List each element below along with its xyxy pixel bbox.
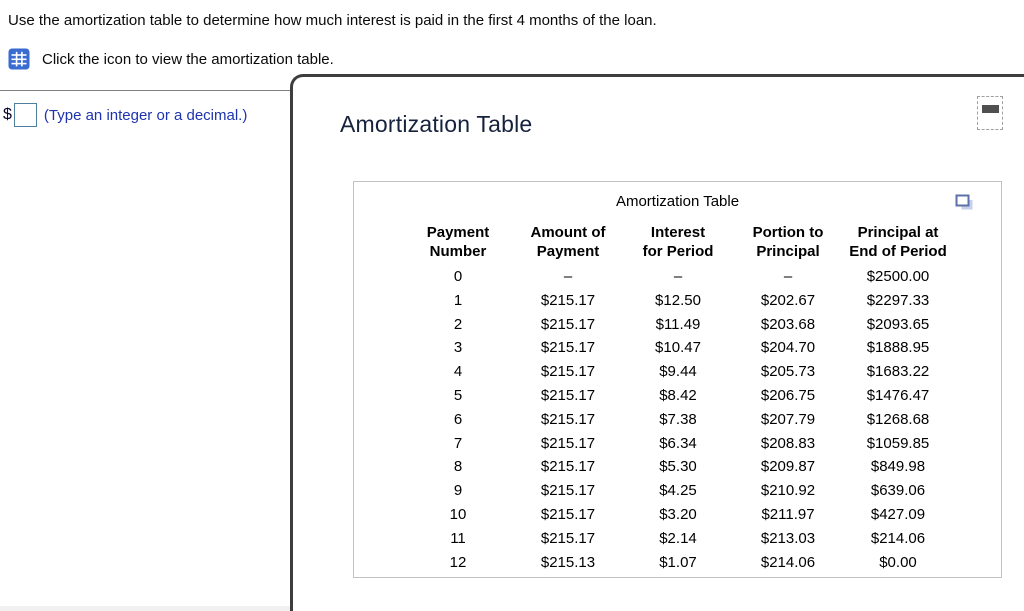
table-cell: $1888.95 (866, 339, 930, 357)
table-cell: $0.00 (879, 553, 917, 571)
table-cell: 8 (453, 458, 463, 476)
question-divider (0, 90, 292, 91)
table-cell: $12.50 (655, 291, 701, 309)
column-header-principal-at-end: Principal at End of Period (849, 224, 947, 260)
minus-icon (981, 105, 999, 113)
table-cell: $202.67 (760, 291, 816, 309)
icon-instruction-row: Click the icon to view the amortization … (8, 48, 334, 70)
table-cell: – (673, 268, 683, 285)
table-cell: $2.14 (659, 529, 697, 547)
table-cell: $215.17 (540, 410, 596, 428)
table-cell: $215.17 (540, 482, 596, 500)
table-cell: $215.17 (540, 315, 596, 333)
table-cell: $213.03 (760, 529, 816, 547)
table-cell: $427.09 (870, 505, 926, 523)
table-cell: $205.73 (760, 363, 816, 381)
table-cell: $215.17 (540, 363, 596, 381)
bottom-scroll-strip (0, 606, 290, 611)
table-cell: 2 (453, 315, 463, 333)
table-cell: 1 (453, 291, 463, 309)
amortization-table-box: Amortization Table Payment Number Amount … (353, 181, 1002, 578)
column-header-payment-number: Payment Number (426, 224, 490, 260)
table-cell: $1.07 (659, 553, 697, 571)
table-cell: 11 (450, 529, 466, 547)
amortization-table: Payment Number Amount of Payment Interest f… (403, 223, 953, 574)
table-cell: $204.70 (760, 339, 816, 357)
column-header-amount-of-payment: Amount of Payment (530, 224, 606, 260)
table-cell: 5 (453, 386, 463, 404)
table-cell: $215.17 (540, 505, 596, 523)
table-cell: $2500.00 (866, 268, 930, 285)
table-cell: $215.17 (540, 386, 596, 404)
table-cell: 0 (453, 268, 463, 285)
amortization-panel: Amortization Table Amortization Table Pa… (290, 74, 1024, 611)
table-cell: – (783, 268, 793, 285)
column-header-portion-to-principal: Portion to Principal (752, 224, 824, 260)
table-cell: $1683.22 (866, 363, 930, 381)
table-cell: $4.25 (659, 482, 697, 500)
table-grid-icon[interactable] (8, 48, 30, 70)
panel-title: Amortization Table (340, 111, 533, 137)
table-cell: $1268.68 (866, 410, 930, 428)
table-cell: $203.68 (760, 315, 816, 333)
table-cell: 9 (453, 482, 463, 500)
table-cell: $215.17 (540, 339, 596, 357)
table-cell: $11.49 (655, 315, 701, 333)
table-cell: 10 (449, 505, 467, 523)
open-in-new-window-icon[interactable] (955, 193, 975, 213)
table-cell: $209.87 (760, 458, 816, 476)
table-cell: $9.44 (659, 363, 697, 381)
table-cell: $10.47 (655, 339, 701, 357)
icon-instruction-text: Click the icon to view the amortization … (42, 50, 334, 68)
table-cell: $214.06 (760, 553, 816, 571)
table-cell: $1476.47 (866, 386, 930, 404)
table-title: Amortization Table (615, 193, 740, 210)
table-cell: $215.17 (540, 291, 596, 309)
table-cell: $849.98 (870, 458, 926, 476)
table-cell: $207.79 (760, 410, 816, 428)
table-cell: $1059.85 (866, 434, 930, 452)
table-cell: $211.97 (761, 505, 815, 523)
table-cell: $2093.65 (866, 315, 930, 333)
answer-row: $ (Type an integer or a decimal.) (3, 103, 247, 127)
table-cell: $206.75 (760, 386, 816, 404)
table-cell: – (563, 268, 573, 285)
question-prompt: Use the amortization table to determine … (8, 12, 657, 29)
table-cell: 6 (453, 410, 463, 428)
answer-input[interactable] (13, 103, 37, 127)
table-cell: $214.06 (870, 529, 926, 547)
table-cell: $215.17 (540, 529, 596, 547)
table-cell: $5.30 (659, 458, 697, 476)
table-cell: $3.20 (659, 505, 697, 523)
currency-symbol: $ (3, 106, 12, 123)
table-cell: $215.17 (540, 434, 596, 452)
table-cell: $7.38 (659, 410, 697, 428)
answer-hint: (Type an integer or a decimal.) (43, 106, 248, 124)
table-cell: 12 (449, 553, 467, 571)
table-cell: $215.13 (540, 553, 596, 571)
minimize-button[interactable] (977, 96, 1003, 130)
table-cell: $210.92 (760, 482, 816, 500)
table-cell: 4 (453, 363, 463, 381)
column-header-interest-for-period: Interest for Period (642, 224, 714, 260)
table-cell: 7 (453, 434, 463, 452)
table-cell: $6.34 (659, 434, 697, 452)
table-cell: $639.06 (870, 482, 926, 500)
table-cell: $8.42 (659, 386, 697, 404)
table-cell: 3 (453, 339, 463, 357)
table-cell: $208.83 (760, 434, 816, 452)
table-cell: $215.17 (540, 458, 596, 476)
table-cell: $2297.33 (866, 291, 930, 309)
